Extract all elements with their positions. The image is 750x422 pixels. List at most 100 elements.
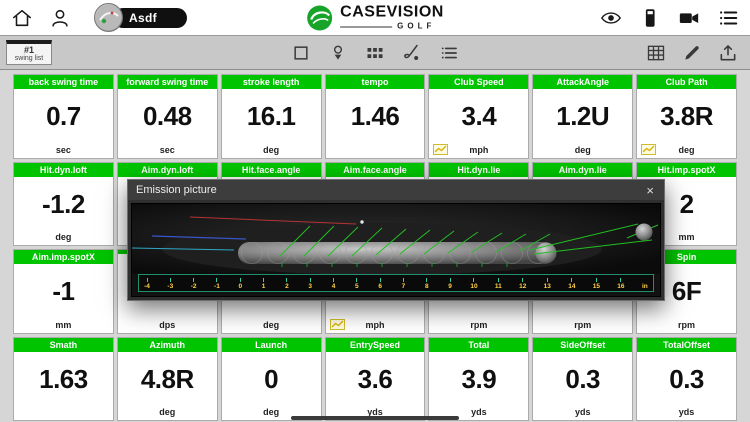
metric-title: AttackAngle: [533, 75, 633, 89]
top-right-group: [599, 6, 740, 30]
metric-unit: rpm: [574, 319, 592, 330]
metric-title: Aim.imp.spotX: [14, 250, 113, 264]
metric-unit: yds: [678, 407, 695, 417]
metric-card[interactable]: back swing time 0.7 sec: [13, 74, 114, 159]
home-icon[interactable]: [10, 6, 34, 30]
metric-unit: yds: [367, 407, 383, 417]
ruler-tick: 15: [593, 278, 600, 290]
metric-unit: deg: [159, 407, 176, 417]
metric-title: Hit.dyn.loft: [14, 162, 113, 177]
metric-title: forward swing time: [117, 75, 217, 89]
metric-title: Hit.dyn.lie: [429, 162, 529, 177]
player-profile[interactable]: Asdf: [94, 3, 187, 32]
modal-title-bar[interactable]: Emission picture ×: [128, 180, 664, 200]
ruler-unit: in: [641, 283, 648, 290]
metric-card[interactable]: Total 3.9 yds: [428, 336, 530, 421]
ruler-tick: -1: [214, 278, 220, 290]
list-icon[interactable]: [437, 41, 461, 65]
metric-card[interactable]: SideOffset 0.3 yds: [532, 336, 634, 421]
metric-value: 3.6: [357, 363, 393, 394]
video-camera-icon[interactable]: [677, 6, 701, 30]
metric-title: tempo: [325, 75, 425, 89]
ruler-tick: 16: [617, 278, 624, 290]
ruler-tick: 2: [284, 278, 290, 290]
ruler-tick: 14: [568, 278, 575, 290]
chart-icon[interactable]: [641, 143, 657, 155]
metric-card[interactable]: EntrySpeed 3.6 yds: [324, 336, 426, 421]
swing-number: #1: [23, 45, 34, 55]
metric-unit: sec: [55, 144, 71, 155]
metric-card[interactable]: TotalOffset 0.3 yds: [636, 336, 737, 421]
home-indicator[interactable]: [291, 416, 459, 420]
brand-name: CASEVISION: [340, 3, 444, 21]
upload-icon[interactable]: [716, 41, 740, 65]
person-icon[interactable]: [48, 6, 72, 30]
metric-unit: [14, 407, 113, 420]
ruler-tick: 11: [495, 278, 502, 290]
metric-card[interactable]: stroke length 16.1 deg: [220, 74, 322, 159]
metric-card[interactable]: tempo 1.46: [324, 74, 426, 159]
grid-icon[interactable]: [363, 41, 387, 65]
metric-card[interactable]: AttackAngle 1.2U deg: [532, 74, 634, 159]
metric-unit: mph: [469, 144, 489, 155]
metric-title: stroke length: [221, 75, 321, 89]
metric-unit: mm: [55, 319, 72, 330]
metric-value: 1.63: [39, 363, 88, 394]
metric-unit: yds: [471, 407, 487, 417]
metric-value: 1.2U: [556, 101, 610, 132]
ball-tee-icon[interactable]: [326, 41, 350, 65]
ruler-tick: 8: [424, 278, 430, 290]
brand-swirl-icon: [306, 4, 333, 31]
metric-value: -1.2: [42, 188, 85, 219]
close-icon[interactable]: ×: [646, 182, 654, 198]
metric-card[interactable]: Club Speed 3.4 mph: [428, 74, 530, 159]
metric-unit: deg: [263, 144, 280, 155]
emission-photo-graphic: [132, 204, 660, 274]
ruler-tick: 10: [470, 278, 477, 290]
brand-golf: GOLF: [397, 21, 436, 31]
metric-title: Aim.face.angle: [325, 162, 425, 177]
metric-card[interactable]: Launch 0 deg: [220, 336, 322, 421]
metric-card[interactable]: Azimuth 4.8R deg: [116, 336, 218, 421]
metric-value: 0.48: [142, 101, 192, 132]
metric-value: 3.4: [461, 101, 497, 132]
metric-value: 3.8R: [660, 101, 714, 132]
metric-value: 3.9: [461, 363, 497, 394]
metric-unit: deg: [55, 232, 72, 242]
metric-unit: mph: [365, 319, 385, 330]
metric-card[interactable]: Hit.dyn.loft -1.2 deg: [13, 161, 114, 246]
metric-card[interactable]: Club Path 3.8R deg: [636, 74, 737, 159]
distance-ruler: -4 -3 -2 -1 0 1 2 3 4 5 6 7 8 9 10 11 12 13 14 15 16 in: [138, 274, 654, 292]
metric-title: Hit.face.angle: [221, 162, 321, 177]
chart-icon[interactable]: [329, 318, 345, 330]
ruler-tick: 3: [307, 278, 313, 290]
ruler-tick: 5: [354, 278, 360, 290]
top-left-group: Asdf: [10, 3, 187, 32]
device-icon[interactable]: [638, 6, 662, 30]
metric-unit: deg: [263, 407, 280, 417]
avatar[interactable]: [94, 3, 123, 32]
pencil-icon[interactable]: [680, 41, 704, 65]
menu-icon[interactable]: [716, 6, 740, 30]
club-ball-icon[interactable]: [400, 41, 424, 65]
ruler-tick: 12: [519, 278, 526, 290]
metric-title: Aim.dyn.lie: [533, 162, 633, 177]
chart-icon[interactable]: [433, 143, 449, 155]
metric-card[interactable]: forward swing time 0.48 sec: [116, 74, 218, 159]
metric-title: Launch: [221, 337, 321, 352]
eye-icon[interactable]: [599, 6, 623, 30]
metric-card[interactable]: Aim.imp.spotX -1 mm: [13, 249, 114, 334]
ruler-tick: 1: [261, 278, 267, 290]
emission-picture-modal: Emission picture ×: [127, 179, 665, 301]
square-icon[interactable]: [289, 41, 313, 65]
brand-text: CASEVISION GOLF: [340, 3, 444, 31]
metric-value: 0.3: [565, 363, 601, 394]
ruler-tick: 7: [400, 278, 406, 290]
metric-unit: dps: [159, 319, 176, 330]
swing-list-button[interactable]: #1 swing list: [6, 40, 52, 65]
metric-unit: rpm: [470, 319, 488, 330]
table-icon[interactable]: [644, 41, 668, 65]
metric-card[interactable]: Smath 1.63: [13, 336, 114, 421]
player-name[interactable]: Asdf: [113, 7, 187, 28]
ruler-tick: -4: [144, 278, 150, 290]
